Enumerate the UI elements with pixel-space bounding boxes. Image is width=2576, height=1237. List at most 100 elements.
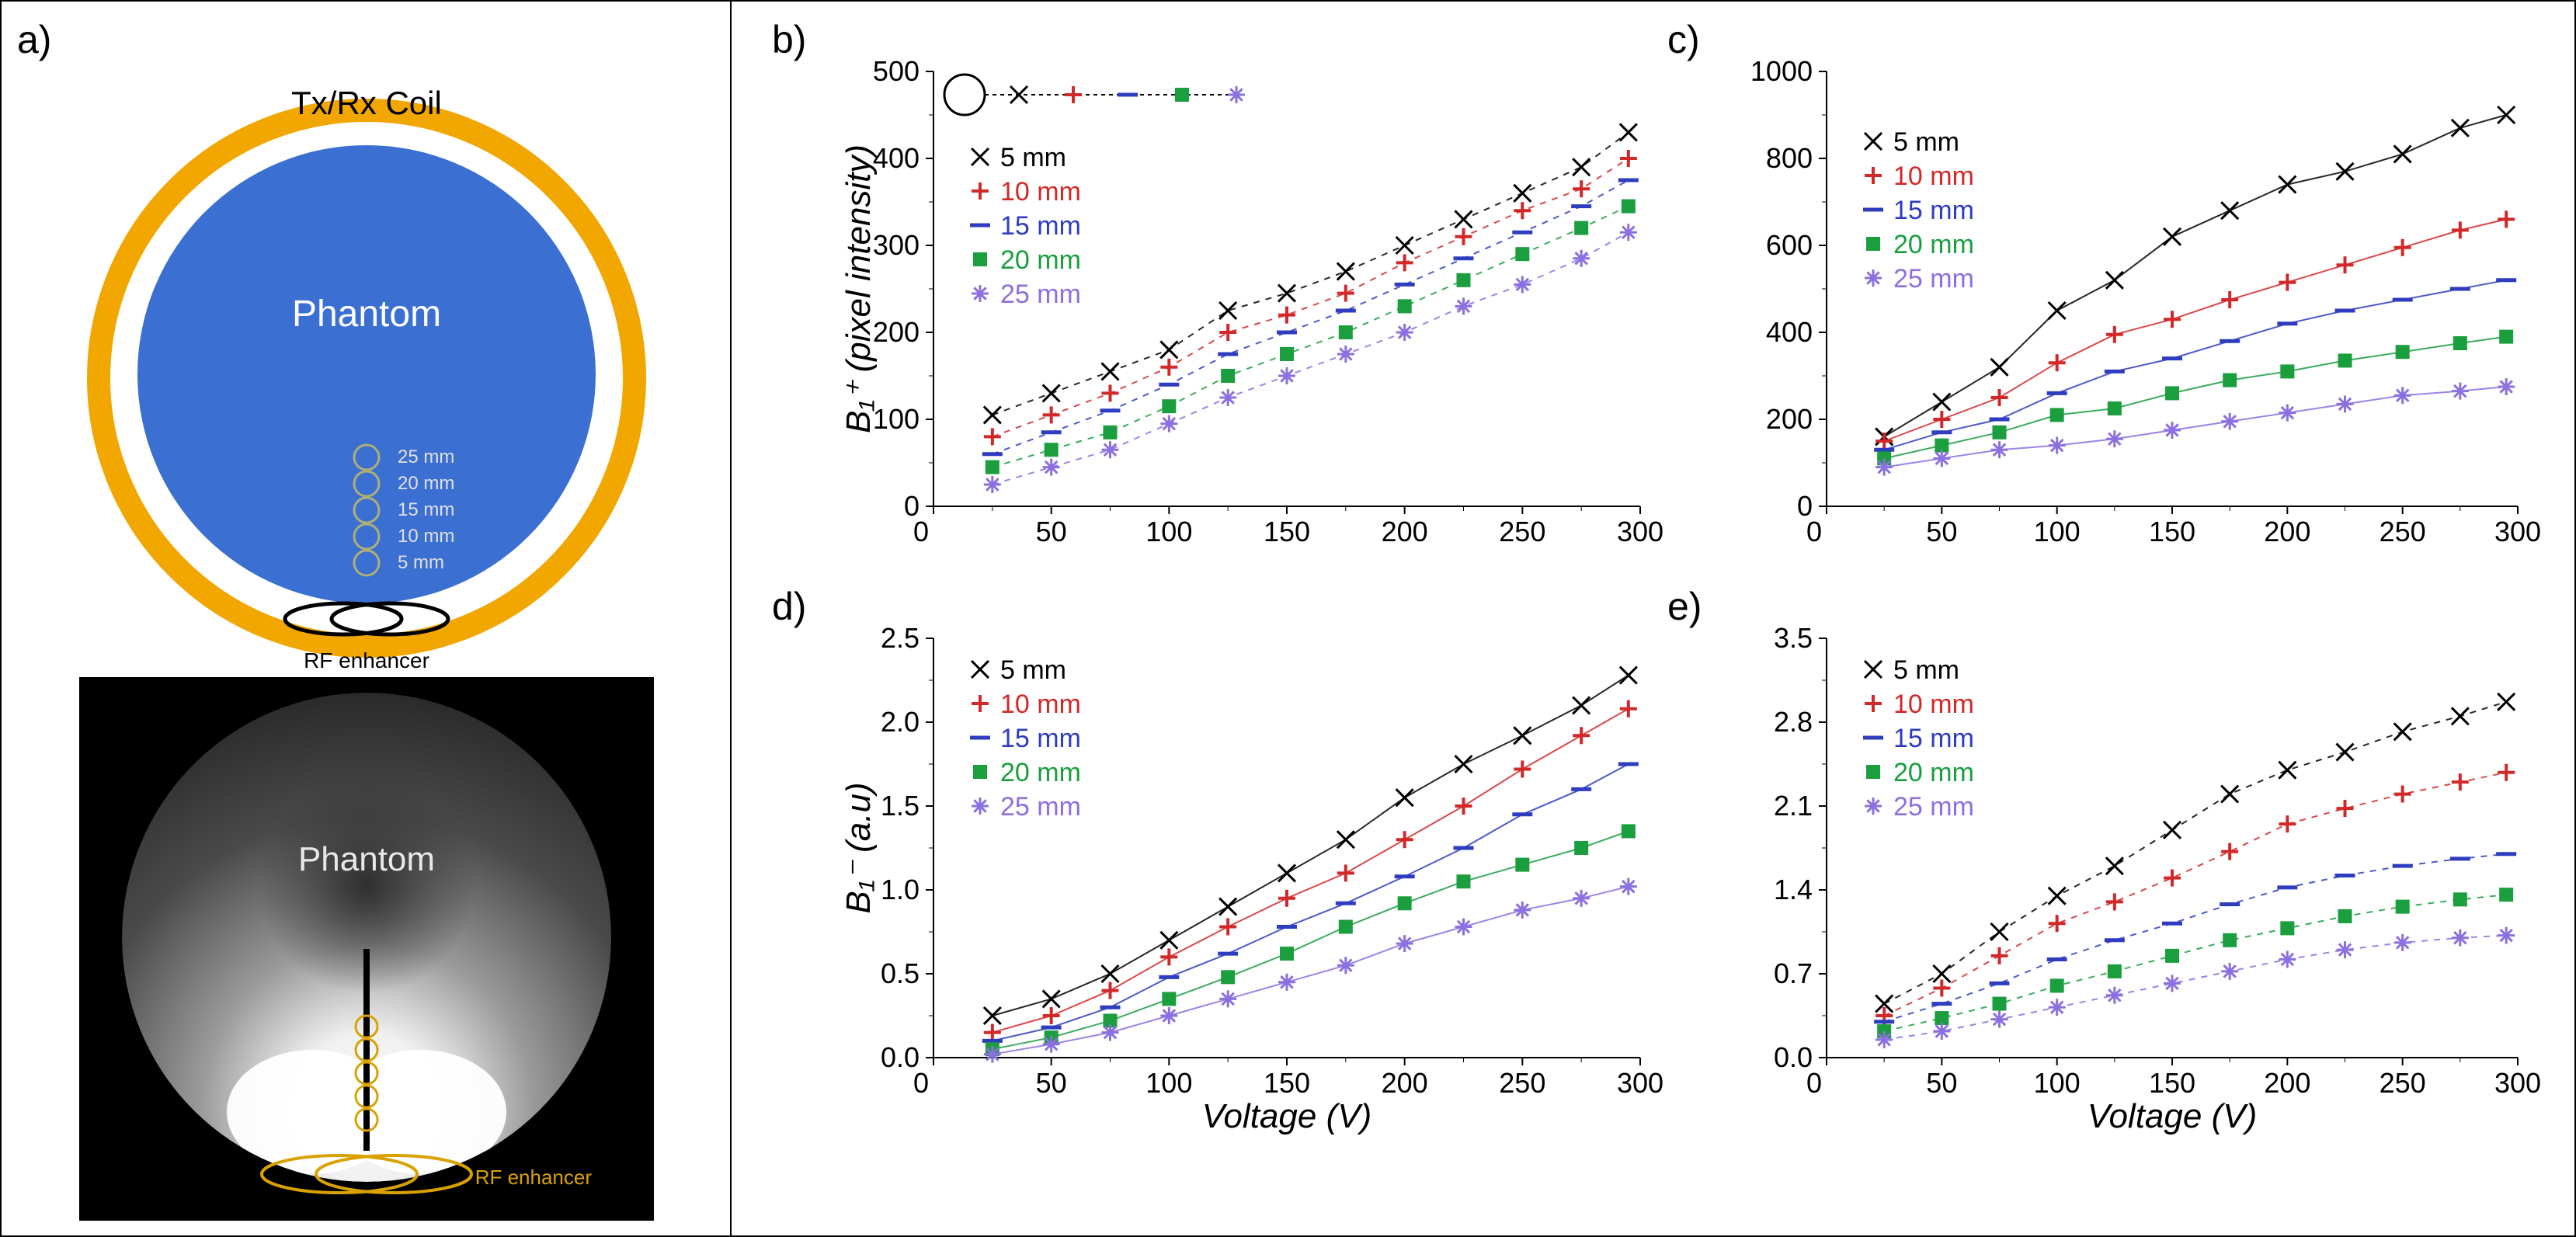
mri-phantom-text: Phantom [298,840,435,879]
svg-text:20 mm: 20 mm [1000,245,1081,275]
svg-text:B₁⁻ (a.u): B₁⁻ (a.u) [840,782,878,913]
panel-c-label: c) [1667,17,1700,62]
svg-text:50: 50 [1036,1067,1067,1099]
chart-e: 5010015020025030000.00.71.42.12.83.5Volt… [1741,615,2533,1143]
svg-text:100: 100 [1145,1067,1192,1099]
chart-d: 5010015020025030000.00.51.01.52.02.5B₁⁻ … [848,615,1656,1143]
svg-text:20 mm: 20 mm [1000,758,1081,787]
rf-enhancer-icon [285,603,448,634]
svg-text:2.0: 2.0 [881,706,920,738]
svg-text:15 mm: 15 mm [1893,196,1974,225]
svg-text:300: 300 [873,229,920,261]
svg-text:1000: 1000 [1750,55,1813,87]
svg-text:3.5: 3.5 [1774,622,1813,654]
svg-text:5 mm: 5 mm [1000,655,1066,685]
panel-e-label: e) [1667,584,1702,629]
phantom-text: Phantom [292,293,441,335]
svg-text:2.8: 2.8 [1774,706,1813,738]
svg-text:150: 150 [1264,516,1310,547]
svg-text:0: 0 [1797,490,1813,522]
chart-b: 5010015020025030000100200300400500B₁⁺ (p… [848,48,1656,553]
svg-text:2.5: 2.5 [881,622,920,654]
svg-text:250: 250 [2380,516,2426,547]
svg-text:0: 0 [904,490,920,522]
svg-text:250: 250 [2380,1067,2426,1099]
svg-text:800: 800 [1766,142,1813,174]
roi-label-25: 25 mm [398,447,454,468]
svg-text:5 mm: 5 mm [1000,143,1066,172]
svg-text:250: 250 [1499,516,1545,547]
svg-text:50: 50 [1926,516,1957,547]
mri-rf-text: RF enhancer [475,1166,592,1190]
svg-text:20 mm: 20 mm [1893,758,1974,787]
roi-label-15: 15 mm [398,499,454,521]
svg-text:0.5: 0.5 [881,957,920,989]
svg-text:15 mm: 15 mm [1893,724,1974,753]
svg-text:300: 300 [2494,516,2541,547]
svg-text:50: 50 [1036,516,1067,547]
svg-text:200: 200 [2264,516,2310,547]
svg-text:Voltage (V): Voltage (V) [1202,1097,1371,1135]
rf-enhancer-label: RF enhancer [304,648,429,673]
svg-text:5 mm: 5 mm [1893,655,1959,685]
panel-b-label: b) [772,17,806,62]
svg-text:Voltage (V): Voltage (V) [2088,1097,2257,1135]
svg-text:150: 150 [1264,1067,1310,1099]
svg-text:B₁⁺ (pixel intensity): B₁⁺ (pixel intensity) [840,144,878,433]
svg-text:150: 150 [2149,1067,2195,1099]
svg-text:200: 200 [1766,403,1813,435]
svg-text:100: 100 [1145,516,1192,547]
svg-text:300: 300 [1617,516,1663,547]
mri-svg [79,677,654,1221]
svg-text:150: 150 [2149,516,2195,547]
panel-a-label: a) [17,17,51,62]
svg-text:200: 200 [1382,1067,1428,1099]
svg-text:15 mm: 15 mm [1000,724,1081,753]
svg-text:2.1: 2.1 [1774,790,1813,822]
panels-bcde: b) c) d) e) 50 100 150 200 250 300 0 0 100 200 300… [732,2,2574,1235]
svg-text:200: 200 [1382,516,1428,547]
panel-a-mri: Phantom RF enhancer [79,677,654,1221]
svg-text:100: 100 [2034,516,2081,547]
svg-text:500: 500 [873,55,920,87]
svg-text:10 mm: 10 mm [1000,177,1081,207]
figure-root: a) Tx/Rx Coil [0,0,2576,1237]
panel-a-diagram: Tx/Rx Coil Ph [71,68,662,658]
chart-c: 501001502002503000020040060080010005 mm1… [1741,48,2533,553]
svg-text:15 mm: 15 mm [1000,211,1081,241]
svg-text:1.5: 1.5 [881,790,920,822]
svg-text:10 mm: 10 mm [1893,690,1974,719]
svg-text:50: 50 [1926,1067,1957,1099]
phantom-circle [137,145,596,603]
svg-text:25 mm: 25 mm [1893,792,1974,822]
svg-text:10 mm: 10 mm [1000,690,1081,719]
svg-text:0.0: 0.0 [881,1041,920,1073]
svg-text:5 mm: 5 mm [1893,127,1959,157]
diagram-svg [71,68,662,658]
svg-text:1.4: 1.4 [1774,874,1813,905]
roi-label-10: 10 mm [398,526,454,547]
svg-text:300: 300 [2494,1067,2541,1099]
svg-text:10 mm: 10 mm [1893,162,1974,191]
panel-a: a) Tx/Rx Coil [2,2,732,1235]
svg-text:0.7: 0.7 [1774,957,1813,989]
svg-text:25 mm: 25 mm [1000,280,1081,309]
roi-label-20: 20 mm [398,473,454,495]
svg-text:100: 100 [873,403,920,435]
svg-text:300: 300 [1617,1067,1663,1099]
roi-label-5: 5 mm [398,552,444,574]
svg-text:200: 200 [873,316,920,348]
svg-text:400: 400 [873,142,920,174]
coil-label: Tx/Rx Coil [291,85,442,122]
svg-text:0.0: 0.0 [1774,1041,1813,1073]
svg-text:25 mm: 25 mm [1893,264,1974,294]
svg-text:200: 200 [2264,1067,2310,1099]
svg-text:250: 250 [1499,1067,1545,1099]
svg-text:400: 400 [1766,316,1813,348]
svg-text:600: 600 [1766,229,1813,261]
svg-text:20 mm: 20 mm [1893,230,1974,259]
svg-text:100: 100 [2034,1067,2081,1099]
svg-text:25 mm: 25 mm [1000,792,1081,822]
svg-text:1.0: 1.0 [881,874,920,905]
panel-d-label: d) [772,584,806,629]
